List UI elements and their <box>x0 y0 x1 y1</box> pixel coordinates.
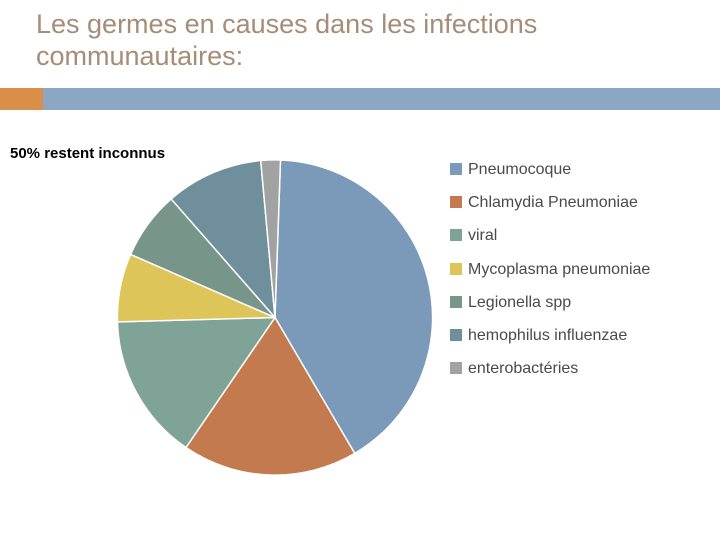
legend-label: hemophilus influenzae <box>468 326 627 345</box>
legend-label: viral <box>468 226 497 245</box>
legend-swatch <box>450 196 462 208</box>
legend-item: viral <box>450 226 710 245</box>
page-title: Les germes en causes dans les infections… <box>36 8 676 73</box>
legend-swatch <box>450 263 462 275</box>
legend-item: hemophilus influenzae <box>450 326 710 345</box>
legend-item: Mycoplasma pneumoniae <box>450 260 710 279</box>
legend-swatch <box>450 296 462 308</box>
legend-item: enterobactéries <box>450 359 710 378</box>
legend-label: Pneumocoque <box>468 160 571 179</box>
legend-item: Chlamydia Pneumoniae <box>450 193 710 212</box>
accent-bar-segment <box>43 88 720 110</box>
legend-label: Mycoplasma pneumoniae <box>468 260 650 279</box>
legend-swatch <box>450 229 462 241</box>
chart-legend: Pneumocoque Chlamydia Pneumoniae viral Myco… <box>450 160 710 392</box>
pie-chart <box>110 155 440 480</box>
legend-item: Legionella spp <box>450 293 710 312</box>
legend-swatch <box>450 362 462 374</box>
legend-label: Legionella spp <box>468 293 571 312</box>
legend-label: Chlamydia Pneumoniae <box>468 193 638 212</box>
accent-bar-segment <box>0 88 43 110</box>
legend-item: Pneumocoque <box>450 160 710 179</box>
legend-swatch <box>450 329 462 341</box>
legend-label: enterobactéries <box>468 359 578 378</box>
legend-swatch <box>450 163 462 175</box>
accent-bar <box>0 88 720 110</box>
